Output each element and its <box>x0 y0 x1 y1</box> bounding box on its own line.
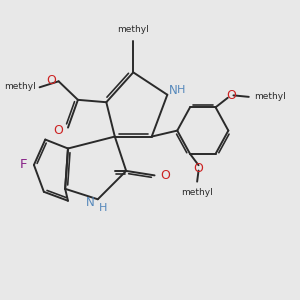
Text: N: N <box>86 196 95 209</box>
Text: methyl: methyl <box>254 92 286 101</box>
Text: O: O <box>53 124 63 137</box>
Text: O: O <box>226 89 236 102</box>
Text: F: F <box>20 158 28 171</box>
Text: H: H <box>176 85 185 95</box>
Text: methyl: methyl <box>4 82 36 91</box>
Text: O: O <box>194 162 203 175</box>
Text: O: O <box>160 169 170 182</box>
Text: N: N <box>169 84 178 97</box>
Text: methyl: methyl <box>117 26 149 34</box>
Text: methyl: methyl <box>181 188 213 196</box>
Text: O: O <box>46 74 56 87</box>
Text: H: H <box>99 202 108 213</box>
